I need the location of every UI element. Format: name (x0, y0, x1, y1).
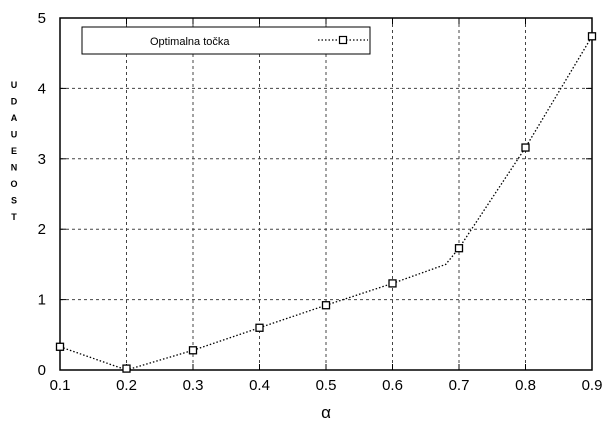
series-line (59, 35, 593, 371)
y-tick-label: 2 (38, 221, 46, 238)
y-axis-title-letter: S (11, 196, 17, 206)
y-tick-label: 3 (38, 151, 46, 168)
x-tick-label: 0.9 (582, 377, 603, 394)
data-point (122, 364, 131, 373)
data-point (321, 301, 331, 310)
data-point (188, 346, 198, 355)
x-axis-title: α (321, 403, 331, 422)
x-tick-label: 0.2 (116, 377, 137, 394)
series-group (55, 32, 597, 373)
x-tick-label: 0.4 (249, 377, 270, 394)
data-point (454, 244, 464, 253)
grid (60, 18, 592, 370)
x-tick-label: 0.3 (183, 377, 204, 394)
y-tick-label: 0 (38, 362, 46, 379)
y-axis-title-letter: T (11, 212, 17, 222)
y-axis-title-letter: N (11, 163, 18, 173)
y-axis-title-letter: E (11, 146, 17, 156)
y-axis-title-letter: O (10, 179, 17, 189)
legend: Optimalna točka (81, 26, 371, 55)
legend-label: Optimalna točka (150, 36, 230, 48)
y-axis-title-letter: U (11, 80, 18, 90)
data-point (388, 279, 397, 288)
y-axis-title-letter: D (11, 97, 18, 107)
y-tick-label: 1 (38, 292, 46, 309)
data-point (587, 32, 597, 41)
x-tick-label: 0.7 (449, 377, 470, 394)
y-axis-title-letter: U (11, 130, 18, 140)
legend-marker-sample (338, 35, 348, 45)
x-tick-label: 0.8 (515, 377, 536, 394)
x-tick-label: 0.5 (316, 377, 337, 394)
x-tick-label: 0.1 (50, 377, 71, 394)
y-axis-title-letter: A (11, 113, 18, 123)
y-tick-label: 4 (38, 80, 46, 97)
y-tick-label: 5 (38, 10, 46, 27)
data-point (255, 323, 264, 332)
x-tick-label: 0.6 (382, 377, 403, 394)
data-point (55, 342, 65, 351)
data-point (521, 143, 530, 152)
axis-ticks: 0.1 0.2 0.3 0.4 0.5 0.6 0.7 0.8 0.9 0 1 2 3 4 5 (38, 10, 603, 394)
